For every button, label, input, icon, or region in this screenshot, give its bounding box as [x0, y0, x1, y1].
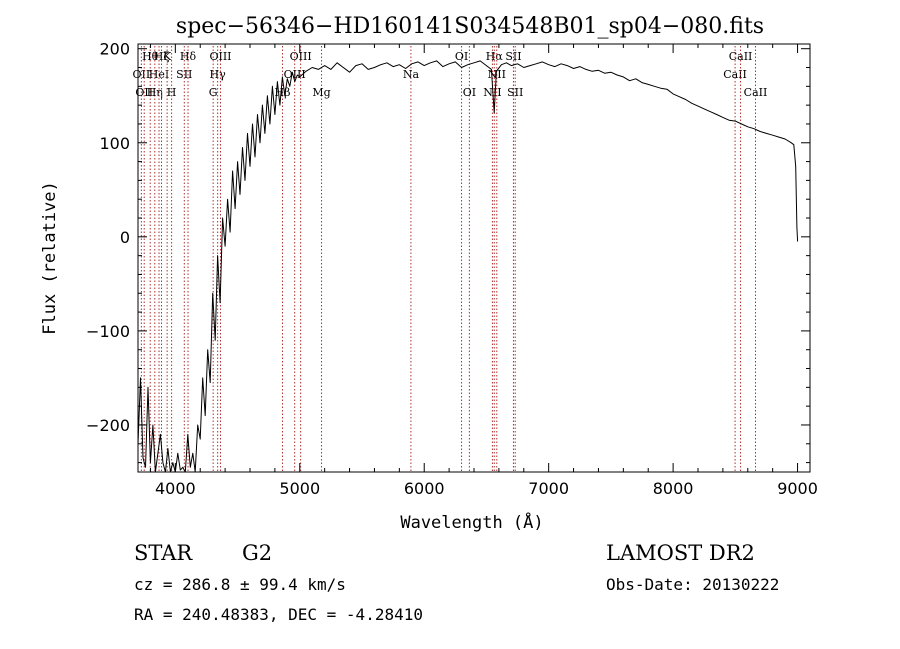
- marker-label-23: SII: [505, 50, 521, 63]
- x-tick-label-4: 8000: [653, 479, 694, 498]
- marker-label-25: CaII: [723, 68, 747, 81]
- obs-date: Obs-Date: 20130222: [606, 575, 779, 594]
- spectral-subclass: G2: [242, 541, 272, 565]
- marker-label-18: OI: [455, 50, 468, 63]
- marker-label-8: SII: [176, 68, 192, 81]
- marker-label-10: G: [209, 86, 218, 99]
- marker-label-11: Hγ: [210, 68, 227, 81]
- y-axis-label: Flux (relative): [40, 181, 60, 335]
- marker-label-26: CaII: [729, 50, 753, 63]
- chart-title: spec−56346−HD160141S034548B01_sp04−080.f…: [176, 14, 764, 39]
- coordinates: RA = 240.48383, DEC = -4.28410: [134, 605, 423, 624]
- marker-label-6: K: [163, 50, 172, 63]
- marker-label-3: Hη: [147, 86, 163, 99]
- object-class: STAR: [134, 541, 193, 565]
- x-tick-label-5: 9000: [777, 479, 818, 498]
- x-tick-label-3: 7000: [528, 479, 569, 498]
- x-tick-label-1: 5000: [279, 479, 320, 498]
- marker-label-4: HeI: [149, 68, 169, 81]
- y-tick-label-2: 0: [120, 228, 130, 247]
- marker-label-12: OIII: [209, 50, 231, 63]
- spectrum-series: [137, 60, 799, 473]
- survey-name: LAMOST DR2: [606, 541, 755, 565]
- x-axis: 4000 5000 6000 7000 8000 9000: [149, 44, 818, 498]
- marker-label-15: OIII: [290, 50, 312, 63]
- y-tick-label-3: 100: [99, 134, 130, 153]
- y-tick-label-1: −100: [86, 322, 130, 341]
- marker-label-5: Hζ: [154, 50, 170, 63]
- marker-label-1: OII: [135, 86, 153, 99]
- marker-label-24: SII: [507, 86, 523, 99]
- marker-label-19: OI: [463, 86, 476, 99]
- velocity-readout: cz = 286.8 ± 99.4 km/s: [134, 575, 346, 594]
- marker-label-22: NII: [488, 68, 506, 81]
- marker-label-16: Mg: [312, 86, 330, 99]
- marker-label-27: CaII: [744, 86, 768, 99]
- plot-frame: [137, 43, 811, 473]
- line-markers: OIIOIIHθHηHeIHζKHSIIHδGHγOIIIHβOIIIOIIIM…: [133, 46, 768, 472]
- x-axis-label: Wavelength (Å): [400, 511, 543, 533]
- marker-label-21: Hα: [486, 50, 504, 63]
- marker-label-7: H: [167, 86, 177, 99]
- x-tick-label-2: 6000: [404, 479, 445, 498]
- marker-label-0: OII: [133, 68, 151, 81]
- marker-label-17: Na: [403, 68, 420, 81]
- x-tick-label-0: 4000: [155, 479, 196, 498]
- y-tick-label-4: 200: [99, 40, 130, 59]
- marker-label-9: Hδ: [180, 50, 197, 63]
- y-tick-label-0: −200: [86, 416, 130, 435]
- y-axis: −200 −100 0 100 200: [86, 40, 810, 464]
- spectrum-line: [137, 60, 799, 473]
